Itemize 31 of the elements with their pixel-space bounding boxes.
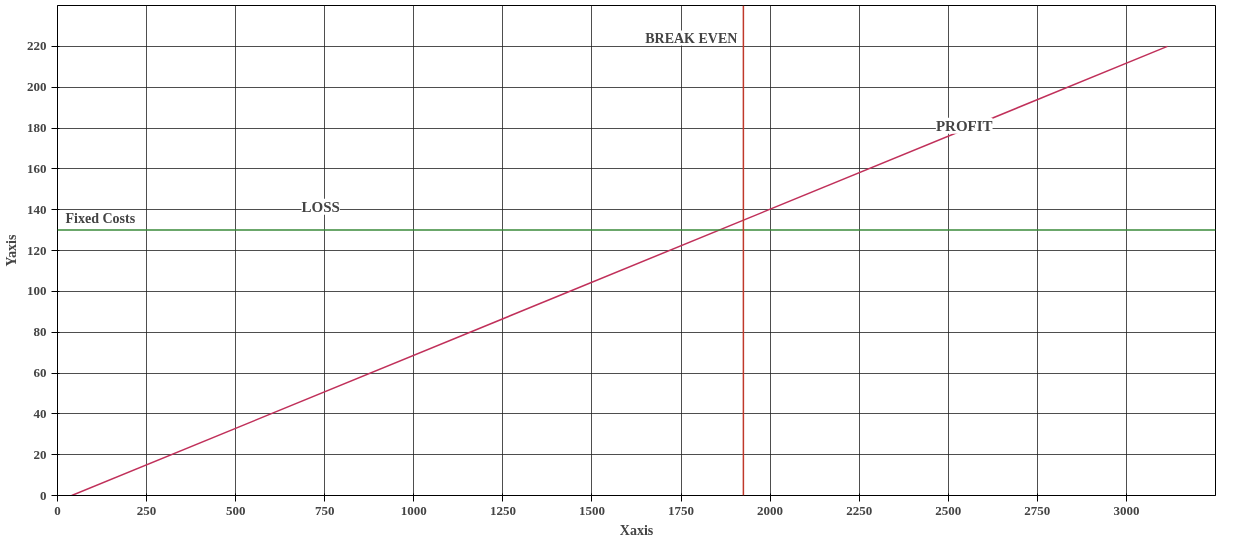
x-axis-title: Xaxis (619, 522, 654, 538)
x-tick-label: 1000 (400, 502, 427, 518)
x-tick-label: 1250 (489, 502, 516, 518)
y-axis-title: Yaxis (4, 234, 19, 267)
x-tick-label: 2000 (757, 502, 784, 518)
annotation: LOSS (301, 198, 340, 215)
y-tick-label: 120 (27, 242, 47, 258)
y-tick-label: 200 (27, 79, 47, 95)
x-tick-label: 1750 (668, 502, 695, 518)
y-tick-label: 80 (33, 324, 47, 340)
y-tick-label: 220 (27, 38, 47, 54)
ref-line-label: Fixed Costs (65, 211, 136, 227)
y-tick-label: 140 (27, 201, 47, 217)
x-tick-label: 250 (136, 502, 157, 518)
annotation: PROFIT (935, 117, 993, 134)
y-tick-label: 100 (27, 283, 47, 299)
x-tick-label: 2250 (846, 502, 873, 518)
x-tick-label: 3000 (1113, 502, 1140, 518)
x-tick-label: 1500 (578, 502, 605, 518)
x-tick-label: 750 (314, 502, 335, 518)
ref-line-label: BREAK EVEN (645, 30, 738, 46)
y-tick-label: 0 (40, 487, 47, 503)
x-tick-label: 500 (225, 502, 246, 518)
x-tick-label: 0 (54, 502, 61, 518)
x-tick-label: 2750 (1024, 502, 1051, 518)
y-tick-label: 60 (33, 365, 47, 380)
y-tick-label: 160 (27, 160, 47, 176)
y-tick-label: 20 (33, 446, 47, 462)
x-tick-label: 2500 (935, 502, 962, 518)
y-tick-label: 40 (33, 405, 47, 421)
y-tick-label: 180 (27, 120, 47, 135)
